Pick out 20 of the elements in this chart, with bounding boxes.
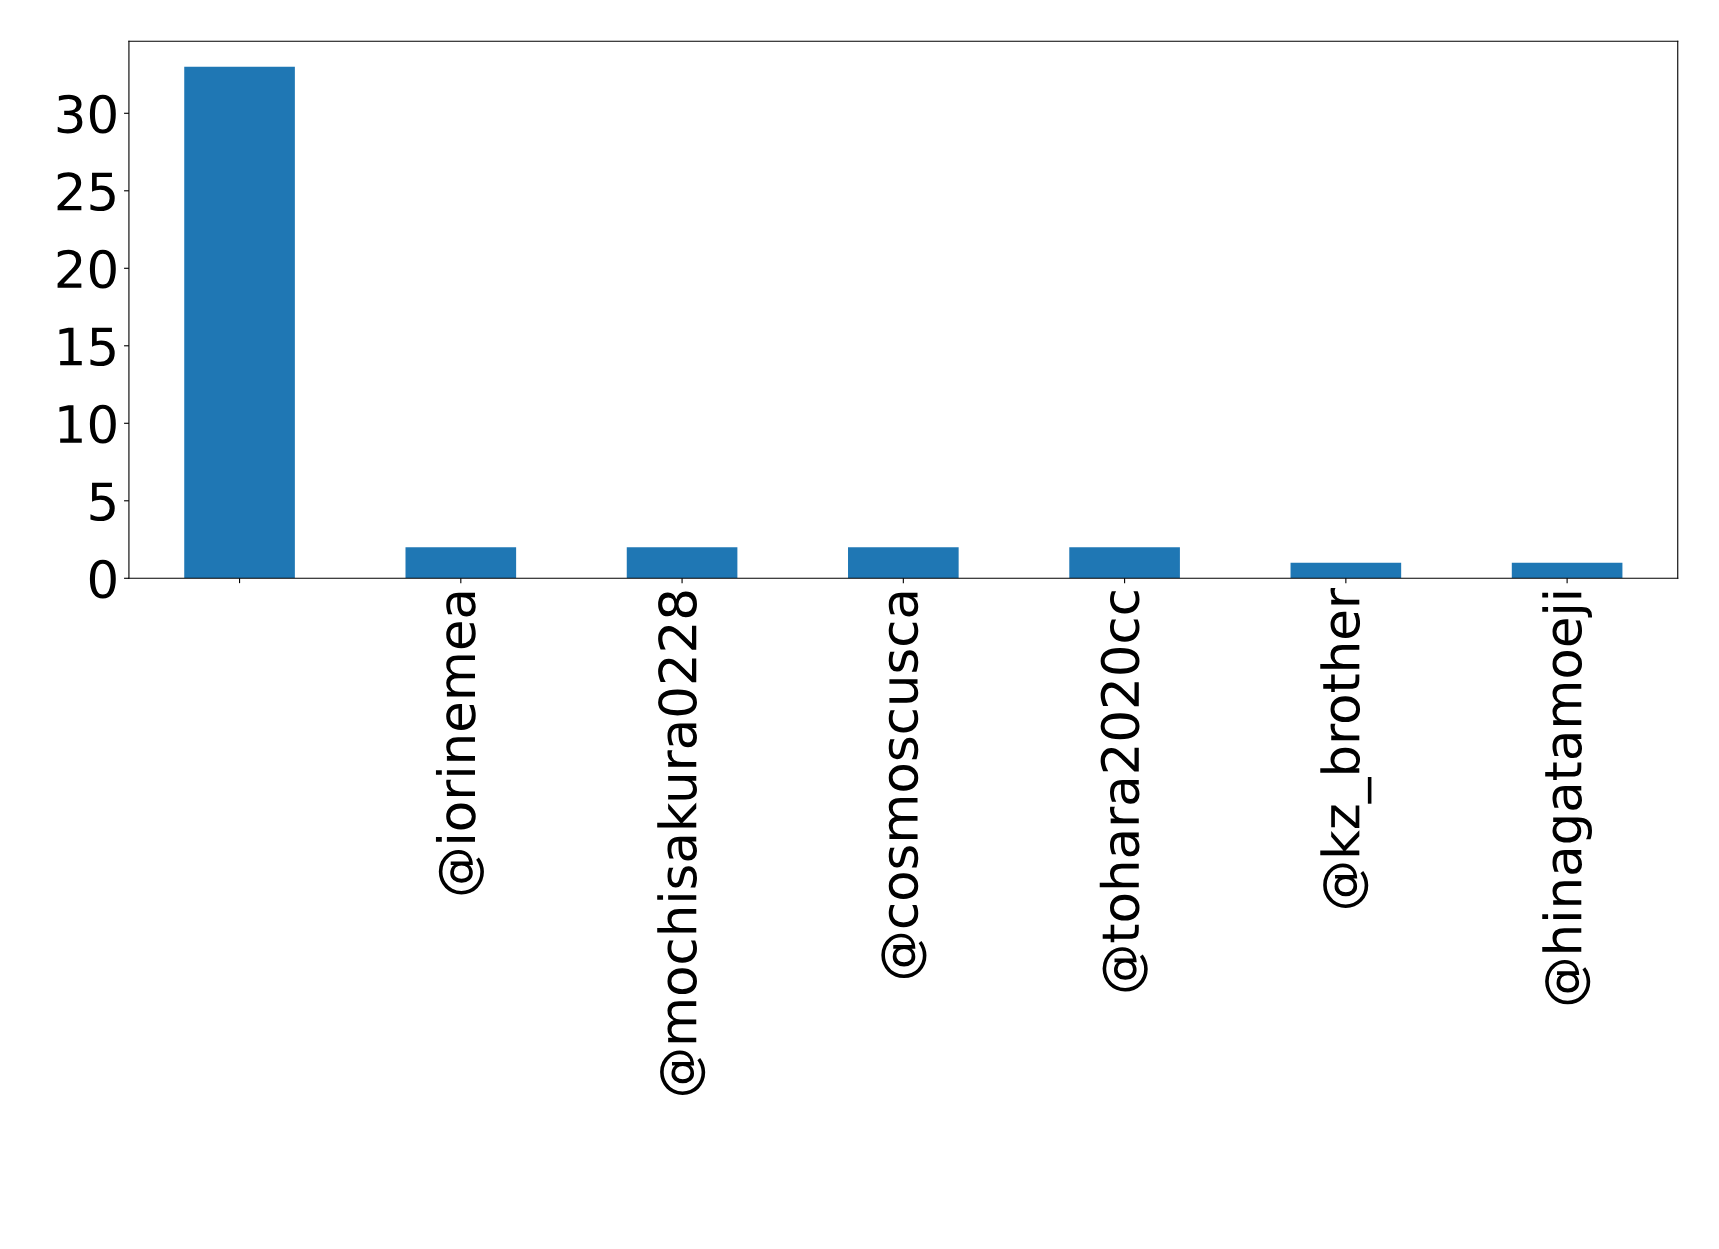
- bar: [1069, 547, 1180, 579]
- y-tick-label: 30: [57, 94, 116, 134]
- y-tick-label: 15: [59, 327, 115, 367]
- x-tick-label: @iorinemea: [435, 592, 484, 895]
- y-tick-label: 10: [59, 404, 116, 444]
- y-tick-label: 20: [57, 249, 116, 289]
- y-tick-label: 25: [57, 172, 115, 212]
- bar: [848, 547, 959, 579]
- bar: [184, 66, 295, 579]
- x-tick-label: @cosmoscusca: [881, 592, 927, 979]
- bar: [1511, 562, 1623, 579]
- bar: [626, 547, 738, 579]
- x-tick-label: @hinagatamoeji: [1542, 592, 1592, 1005]
- x-tick-label: @tohara2020cc: [1099, 591, 1148, 992]
- x-tick-label: @kz_brother: [1320, 588, 1372, 908]
- y-tick-label: 0: [89, 559, 116, 599]
- bar: [1290, 562, 1402, 579]
- y-tick-label: 5: [90, 482, 115, 522]
- x-tick-label: @mochisakura0228: [657, 591, 706, 1095]
- bar: [405, 547, 517, 579]
